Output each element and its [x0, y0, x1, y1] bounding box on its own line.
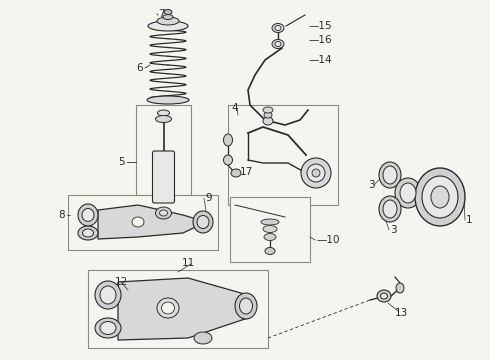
- Ellipse shape: [383, 166, 397, 184]
- Ellipse shape: [95, 318, 121, 338]
- Ellipse shape: [301, 158, 331, 188]
- Ellipse shape: [381, 293, 388, 299]
- Ellipse shape: [231, 169, 241, 177]
- Ellipse shape: [82, 208, 94, 221]
- Polygon shape: [118, 278, 248, 340]
- Text: 6: 6: [136, 63, 143, 73]
- Ellipse shape: [157, 298, 179, 318]
- Text: 12: 12: [115, 277, 128, 287]
- Ellipse shape: [422, 176, 458, 218]
- Ellipse shape: [164, 9, 172, 14]
- Ellipse shape: [261, 219, 279, 225]
- Text: —15: —15: [308, 21, 332, 31]
- Ellipse shape: [264, 112, 272, 118]
- Ellipse shape: [78, 204, 98, 226]
- Ellipse shape: [197, 216, 209, 229]
- Ellipse shape: [193, 211, 213, 233]
- Ellipse shape: [275, 41, 281, 46]
- Ellipse shape: [307, 164, 325, 182]
- Ellipse shape: [263, 107, 273, 113]
- Text: 3: 3: [390, 225, 396, 235]
- Ellipse shape: [82, 229, 94, 237]
- Ellipse shape: [379, 162, 401, 188]
- Ellipse shape: [163, 14, 173, 19]
- Ellipse shape: [377, 290, 391, 302]
- Ellipse shape: [383, 200, 397, 218]
- Text: 5: 5: [118, 157, 124, 167]
- Ellipse shape: [415, 168, 465, 226]
- Ellipse shape: [223, 155, 232, 165]
- Ellipse shape: [272, 40, 284, 49]
- Ellipse shape: [263, 117, 273, 125]
- Ellipse shape: [100, 286, 116, 304]
- Ellipse shape: [240, 298, 252, 314]
- Text: 17: 17: [240, 167, 253, 177]
- Ellipse shape: [148, 21, 188, 31]
- Text: 1: 1: [466, 215, 473, 225]
- Bar: [88, 270, 268, 348]
- Ellipse shape: [395, 178, 421, 208]
- Ellipse shape: [400, 183, 416, 203]
- Bar: [230, 197, 310, 262]
- Text: —14: —14: [308, 55, 332, 65]
- Ellipse shape: [160, 210, 168, 216]
- Text: 7: 7: [158, 9, 165, 19]
- Text: 4: 4: [231, 103, 238, 113]
- Ellipse shape: [275, 26, 281, 31]
- Text: 3: 3: [368, 180, 375, 190]
- Text: 11: 11: [182, 258, 195, 268]
- Text: —16: —16: [308, 35, 332, 45]
- Polygon shape: [98, 205, 206, 239]
- Ellipse shape: [235, 293, 257, 319]
- Bar: [68, 195, 218, 250]
- Ellipse shape: [155, 116, 172, 122]
- Ellipse shape: [379, 196, 401, 222]
- Ellipse shape: [396, 283, 404, 293]
- Ellipse shape: [272, 23, 284, 32]
- Ellipse shape: [194, 332, 212, 344]
- Ellipse shape: [95, 281, 121, 309]
- Ellipse shape: [157, 17, 179, 25]
- Ellipse shape: [157, 110, 170, 116]
- FancyBboxPatch shape: [152, 151, 174, 203]
- Bar: [136, 105, 191, 223]
- Bar: [228, 105, 338, 205]
- Text: 2: 2: [390, 205, 396, 215]
- Ellipse shape: [100, 321, 116, 334]
- Ellipse shape: [223, 134, 232, 146]
- Ellipse shape: [162, 302, 174, 314]
- Text: —10: —10: [316, 235, 340, 245]
- Ellipse shape: [312, 169, 320, 177]
- Ellipse shape: [263, 225, 277, 233]
- Ellipse shape: [431, 186, 449, 208]
- Text: 9: 9: [205, 193, 212, 203]
- Text: 8: 8: [58, 210, 65, 220]
- Ellipse shape: [264, 234, 276, 240]
- Ellipse shape: [265, 248, 275, 255]
- Ellipse shape: [78, 226, 98, 240]
- Ellipse shape: [155, 207, 172, 219]
- Ellipse shape: [147, 96, 189, 104]
- Ellipse shape: [132, 217, 144, 227]
- Text: 13: 13: [395, 308, 408, 318]
